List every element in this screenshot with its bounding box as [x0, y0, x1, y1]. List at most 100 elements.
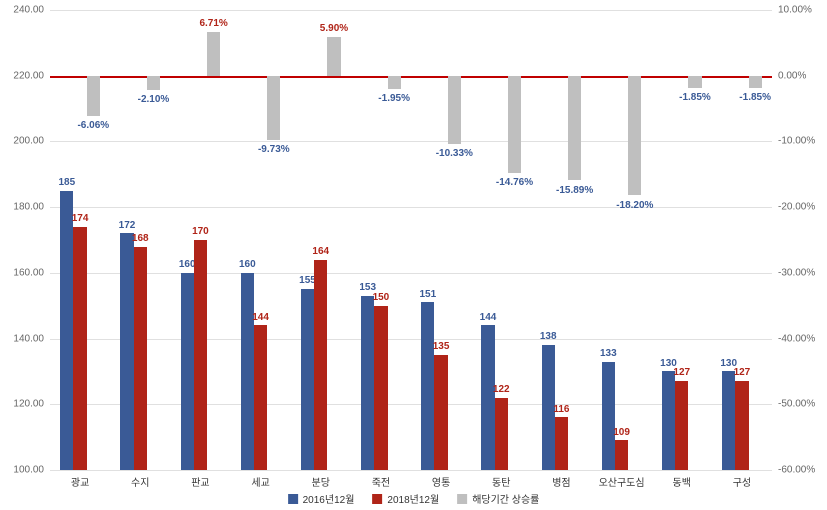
- legend-label-b: 2018년12월: [387, 491, 439, 506]
- bar-pct-change: [568, 76, 581, 180]
- bar-value-label: 138: [540, 331, 557, 342]
- gridline: [50, 470, 772, 471]
- bar-value-label: 116: [553, 404, 569, 415]
- bar-2018: [434, 355, 447, 470]
- bar-2016: [241, 273, 254, 470]
- bar-value-label: 150: [373, 292, 390, 303]
- plot-area: 100.00120.00140.00160.00180.00200.00220.…: [50, 10, 772, 470]
- gridline: [50, 10, 772, 11]
- bar-2018: [675, 381, 688, 470]
- pct-value-label: -15.89%: [556, 185, 593, 196]
- y-right-label: -20.00%: [778, 202, 815, 213]
- bar-value-label: 133: [600, 348, 617, 359]
- bar-value-label: 164: [312, 246, 329, 257]
- x-axis-label: 영통: [432, 474, 450, 489]
- bar-pct-change: [749, 76, 762, 88]
- y-right-label: 10.00%: [778, 5, 812, 16]
- legend: 2016년12월 2018년12월 해당기간 상승률: [288, 491, 540, 506]
- x-axis-label: 구성: [733, 474, 751, 489]
- legend-label-a: 2016년12월: [303, 491, 355, 506]
- bar-value-label: 185: [59, 177, 76, 188]
- y-right-label: -40.00%: [778, 333, 815, 344]
- y-right-label: -10.00%: [778, 136, 815, 147]
- bar-value-label: 160: [239, 259, 256, 270]
- pct-value-label: -1.85%: [739, 92, 771, 103]
- y-right-label: -50.00%: [778, 399, 815, 410]
- pct-value-label: 5.90%: [320, 23, 348, 34]
- pct-value-label: -18.20%: [616, 200, 653, 211]
- bar-2016: [421, 302, 434, 470]
- y-right-label: -60.00%: [778, 465, 815, 476]
- bar-pct-change: [448, 76, 461, 144]
- bar-value-label: 144: [480, 312, 497, 323]
- pct-value-label: 6.71%: [199, 18, 227, 29]
- bar-pct-change: [508, 76, 521, 173]
- y-left-label: 220.00: [13, 70, 44, 81]
- bar-pct-change: [388, 76, 401, 89]
- legend-swatch-b: [372, 494, 382, 504]
- pct-value-label: -10.33%: [436, 148, 473, 159]
- x-axis-label: 분당: [312, 474, 330, 489]
- bar-2018: [735, 381, 748, 470]
- x-axis-label: 세교: [251, 474, 269, 489]
- pct-value-label: -1.85%: [679, 92, 711, 103]
- pct-value-label: -6.06%: [77, 120, 109, 131]
- bar-2016: [301, 289, 314, 470]
- bar-pct-change: [87, 76, 100, 116]
- pct-value-label: -9.73%: [258, 144, 290, 155]
- legend-item-c: 해당기간 상승률: [457, 491, 539, 506]
- bar-pct-change: [147, 76, 160, 90]
- x-axis-label: 광교: [71, 474, 89, 489]
- bar-2016: [722, 371, 735, 470]
- bar-pct-change: [327, 37, 340, 76]
- bar-2016: [662, 371, 675, 470]
- pct-value-label: -14.76%: [496, 177, 533, 188]
- chart-container: 100.00120.00140.00160.00180.00200.00220.…: [0, 0, 827, 510]
- bar-value-label: 135: [433, 341, 450, 352]
- legend-swatch-c: [457, 494, 467, 504]
- y-left-label: 200.00: [13, 136, 44, 147]
- y-left-label: 160.00: [13, 267, 44, 278]
- pct-value-label: -1.95%: [378, 93, 410, 104]
- legend-label-c: 해당기간 상승률: [472, 491, 539, 506]
- bar-value-label: 122: [493, 384, 510, 395]
- x-axis-label: 동탄: [492, 474, 510, 489]
- bar-pct-change: [207, 32, 220, 76]
- bar-value-label: 172: [119, 220, 136, 231]
- x-axis-label: 판교: [191, 474, 209, 489]
- bar-value-label: 174: [72, 213, 89, 224]
- bar-pct-change: [628, 76, 641, 196]
- bar-2018: [495, 398, 508, 470]
- bar-value-label: 127: [734, 367, 751, 378]
- bar-2016: [602, 362, 615, 470]
- bar-value-label: 144: [252, 312, 269, 323]
- bar-2018: [555, 417, 568, 470]
- bar-2018: [134, 247, 147, 470]
- x-axis-label: 병점: [552, 474, 570, 489]
- bar-2016: [361, 296, 374, 470]
- bar-value-label: 168: [132, 233, 149, 244]
- bar-2018: [194, 240, 207, 470]
- bar-2016: [120, 233, 133, 470]
- bar-pct-change: [267, 76, 280, 140]
- gridline: [50, 339, 772, 340]
- bar-value-label: 127: [673, 367, 690, 378]
- x-axis-label: 동백: [673, 474, 691, 489]
- bar-value-label: 109: [613, 427, 630, 438]
- gridline: [50, 141, 772, 142]
- x-axis-label: 죽전: [372, 474, 390, 489]
- bar-2018: [374, 306, 387, 470]
- bar-2018: [254, 325, 267, 470]
- bar-pct-change: [688, 76, 701, 88]
- bar-2016: [481, 325, 494, 470]
- gridline: [50, 207, 772, 208]
- gridline: [50, 273, 772, 274]
- bar-2016: [181, 273, 194, 470]
- bar-2016: [60, 191, 73, 470]
- bar-2018: [73, 227, 86, 470]
- x-axis-label: 수지: [131, 474, 149, 489]
- y-right-label: 0.00%: [778, 70, 806, 81]
- legend-item-b: 2018년12월: [372, 491, 439, 506]
- bar-value-label: 170: [192, 226, 209, 237]
- y-left-label: 140.00: [13, 333, 44, 344]
